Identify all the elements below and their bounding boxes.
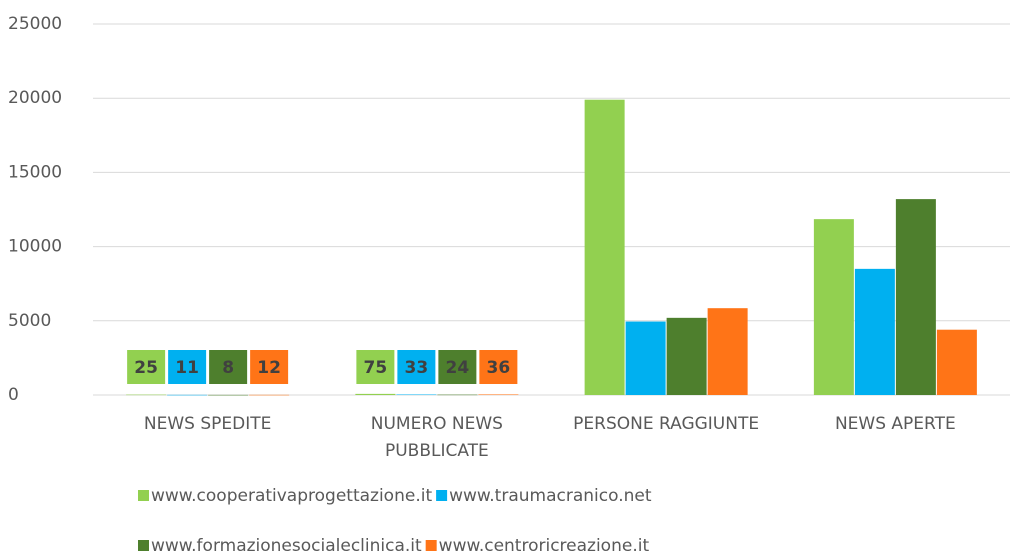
x-tick-label: NEWS APERTE	[835, 414, 956, 434]
data-label: 75	[364, 358, 388, 378]
y-tick-label: 10000	[8, 237, 62, 257]
data-label: 24	[446, 358, 470, 378]
legend-swatch	[138, 540, 149, 551]
bar	[625, 321, 666, 395]
bar	[854, 268, 895, 395]
data-label-box	[397, 350, 436, 384]
y-tick-label: 15000	[8, 162, 62, 182]
y-tick-label: 0	[8, 385, 19, 405]
legend-swatch	[436, 490, 448, 501]
data-label-box	[209, 350, 248, 384]
bar	[584, 99, 625, 396]
legend-label: www.traumacranico.net	[449, 486, 652, 506]
data-label-box	[438, 350, 477, 384]
legend-label: www.cooperativaprogettazione.it	[151, 486, 432, 506]
data-label: 33	[405, 358, 429, 378]
bar	[126, 394, 167, 396]
legend-swatch	[425, 540, 437, 551]
bar	[249, 394, 290, 396]
bar	[396, 394, 437, 396]
data-label-box	[168, 350, 207, 384]
bar	[666, 317, 707, 395]
bar	[813, 219, 854, 395]
bar	[208, 394, 249, 396]
bar	[707, 308, 748, 395]
x-tick-label: NEWS SPEDITE	[144, 414, 271, 434]
data-label: 8	[222, 358, 234, 378]
bar	[478, 394, 519, 395]
data-label-box	[127, 350, 166, 384]
data-label-box	[356, 350, 395, 384]
legend-swatch	[138, 490, 149, 501]
bar	[355, 393, 396, 395]
bar	[167, 394, 208, 396]
legend-label: www.formazionesocialeclinica.it	[151, 536, 422, 556]
y-tick-label: 5000	[8, 311, 51, 331]
data-label: 25	[134, 358, 158, 378]
y-tick-label: 20000	[8, 88, 62, 108]
legend-label: www.centroricreazione.it	[439, 536, 650, 556]
bar	[437, 394, 478, 396]
data-label-box	[250, 350, 289, 384]
x-tick-label: PERSONE RAGGIUNTE	[573, 414, 759, 434]
x-tick-label: NUMERO NEWS PUBBLICATE	[371, 414, 503, 461]
data-label: 36	[487, 358, 511, 378]
bar	[936, 329, 977, 395]
y-tick-label: 25000	[8, 14, 62, 34]
data-label: 11	[175, 358, 199, 378]
data-label: 12	[257, 358, 281, 378]
bar	[895, 199, 936, 395]
data-label-box	[479, 350, 518, 384]
